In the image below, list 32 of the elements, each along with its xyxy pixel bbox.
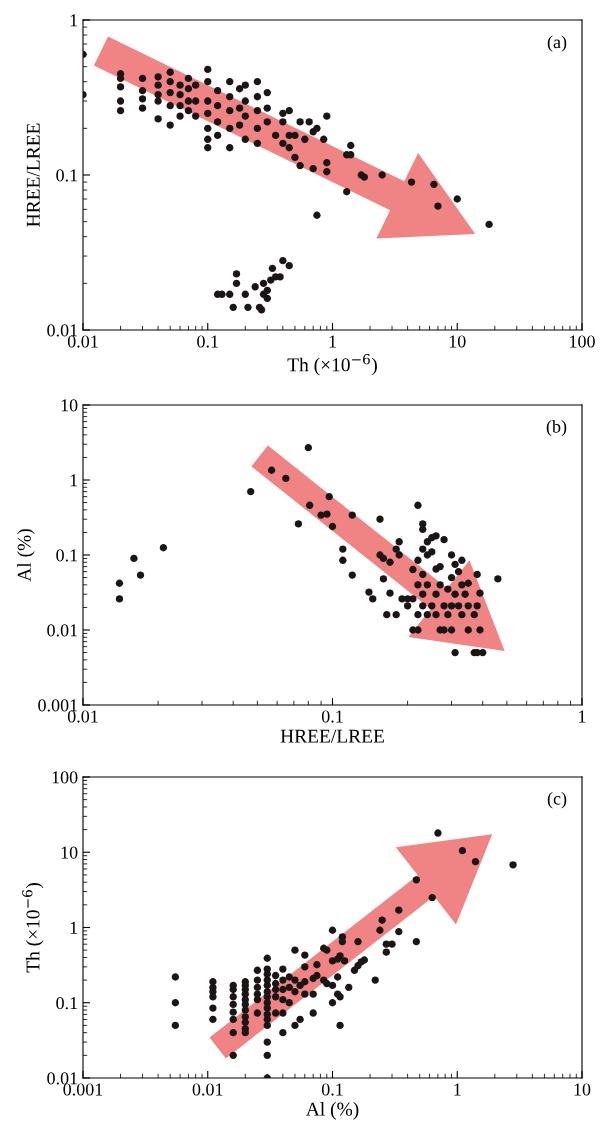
- annotation: (b): [546, 420, 567, 437]
- y-tick-label: 100: [52, 771, 78, 784]
- y-tick-label: 10: [61, 846, 78, 859]
- x-axis-title: Al (%): [305, 1102, 359, 1120]
- annotation: (a): [547, 35, 567, 52]
- y-tick-label: 0.1: [56, 549, 78, 562]
- y-tick-label: 0.1: [56, 997, 78, 1010]
- x-tick-label: 0.1: [321, 710, 343, 723]
- x-tick-label: 1: [329, 335, 336, 348]
- x-tick-label: 0.01: [192, 1083, 223, 1096]
- y-tick-label: 0.1: [56, 169, 78, 182]
- y-tick-label: 1: [70, 474, 78, 487]
- x-axis-title: Th (×10$^{−6}$): [287, 354, 377, 376]
- x-tick-label: 1: [579, 710, 586, 723]
- annotation: (c): [547, 792, 567, 809]
- x-axis-title: HREE/LREE: [280, 729, 384, 743]
- x-tick-label: 100: [570, 335, 595, 348]
- x-tick-label: 0.1: [197, 335, 218, 348]
- y-tick-label: 1: [70, 14, 78, 27]
- y-axis-title: Th (×10$^{−6}$): [22, 883, 44, 973]
- y-axis-title: HREE/LREE: [26, 123, 40, 227]
- x-tick-label: 10: [574, 1083, 591, 1096]
- y-axis-title: Al (%): [17, 529, 35, 582]
- y-tick-label: 0.001: [38, 699, 78, 712]
- y-tick-label: 0.01: [47, 624, 78, 637]
- y-tick-label: 0.01: [47, 1072, 78, 1085]
- x-tick-label: 10: [449, 335, 466, 348]
- x-tick-label: 0.1: [321, 1083, 343, 1096]
- y-tick-label: 0.01: [47, 324, 78, 337]
- y-tick-label: 10: [61, 399, 78, 412]
- y-tick-label: 1: [70, 921, 78, 934]
- x-tick-label: 1: [454, 1083, 461, 1096]
